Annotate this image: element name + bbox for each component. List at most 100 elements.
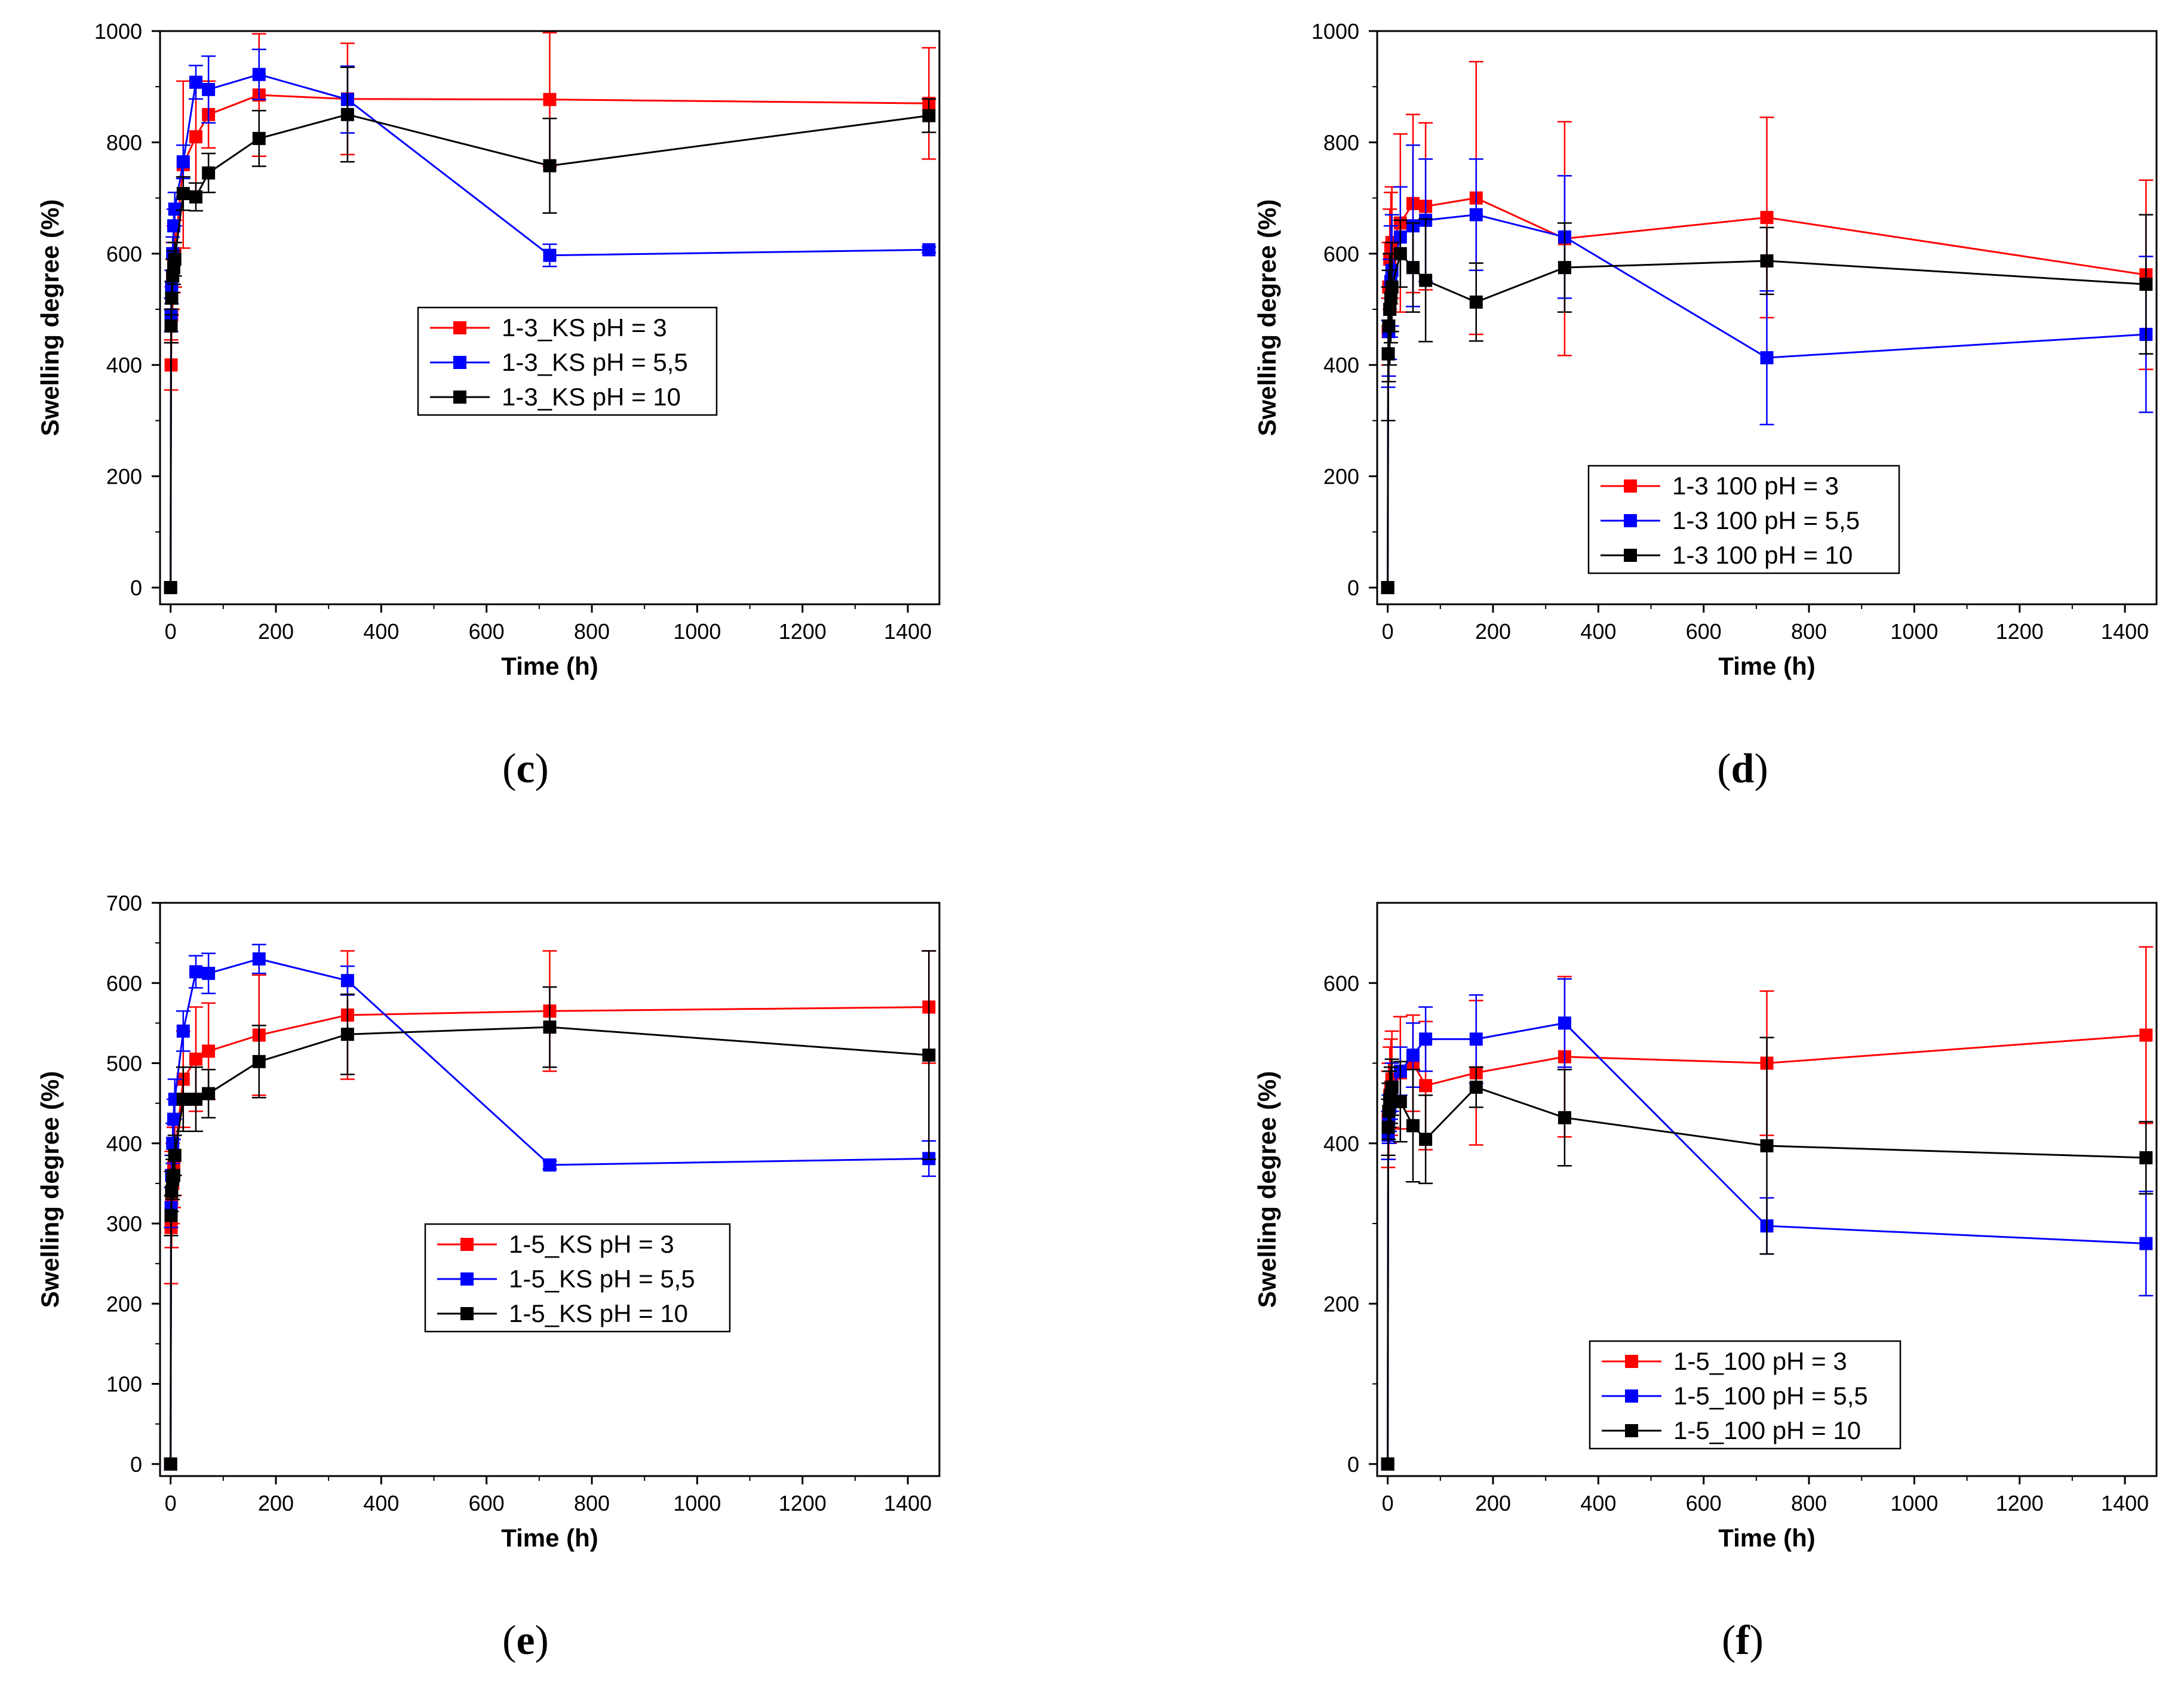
data-point	[922, 109, 936, 122]
chart-panel-c: 0 200 400 600 800 1000 1200 1400 0 200 400 600 800 10…	[36, 19, 941, 792]
y-tick-label: 400	[1323, 353, 1359, 377]
data-point	[1393, 1095, 1407, 1108]
data-point	[543, 159, 557, 173]
y-axis-title: Swelling degree (%)	[36, 199, 64, 436]
data-point	[189, 1092, 202, 1106]
data-point	[922, 1049, 936, 1062]
plot-frame	[1376, 30, 2158, 605]
data-point	[2139, 1028, 2153, 1042]
panel-label: (d)	[1717, 746, 1768, 792]
panel-label: (c)	[502, 746, 549, 792]
data-point	[340, 1028, 354, 1041]
legend: 1-3 100 pH = 3 1-3 100 pH = 5,5 1-3 100 pH…	[1587, 465, 1900, 574]
y-tick-label: 0	[130, 1452, 142, 1477]
data-point	[202, 967, 216, 980]
data-point	[1419, 1079, 1433, 1093]
data-point	[168, 202, 182, 216]
legend-marker	[453, 321, 466, 334]
legend-marker	[1624, 479, 1637, 493]
x-tick-label: 1400	[2101, 1491, 2149, 1515]
y-tick-label: 200	[106, 465, 142, 489]
plot-frame	[159, 902, 941, 1477]
legend-label: 1-5_100 pH = 10	[1673, 1416, 1861, 1444]
x-tick-label: 0	[165, 1491, 177, 1515]
x-tick-label: 600	[469, 1491, 505, 1515]
y-tick-label: 400	[106, 353, 142, 377]
legend-label: 1-3_KS pH = 10	[502, 383, 681, 411]
chart-panel-f: 0 200 400 600 800 1000 1200 1400 0 200 400 600 Time …	[1253, 902, 2158, 1664]
data-point	[543, 1020, 557, 1034]
y-tick-label: 200	[1323, 465, 1359, 489]
data-point	[167, 1169, 180, 1182]
x-axis-title: Time (h)	[1718, 1524, 1816, 1552]
panel-letter: f	[1735, 1618, 1750, 1664]
legend-marker	[1625, 1424, 1638, 1437]
data-point	[202, 1087, 216, 1100]
legend-label: 1-5_KS pH = 10	[509, 1299, 688, 1327]
legend-label: 1-3 100 pH = 3	[1672, 472, 1839, 500]
x-axis-title: Time (h)	[501, 1524, 598, 1552]
y-tick-label: 600	[1323, 242, 1359, 266]
legend-marker	[460, 1307, 474, 1320]
legend-label: 1-3 100 pH = 5,5	[1672, 506, 1860, 534]
data-point	[1419, 1133, 1433, 1146]
data-point	[176, 155, 190, 169]
data-point	[252, 131, 266, 145]
y-axis-title: Swelling degree (%)	[36, 1071, 64, 1308]
x-tick-label: 400	[363, 1491, 399, 1515]
x-tick-label: 1200	[1996, 1491, 2044, 1515]
legend-marker	[1624, 549, 1637, 562]
plot-frame	[159, 30, 941, 605]
data-point	[1760, 254, 1774, 268]
y-tick-label: 0	[1347, 576, 1359, 600]
data-point	[167, 219, 180, 233]
legend: 1-5_KS pH = 3 1-5_KS pH = 5,5 1-5_KS pH = …	[424, 1223, 731, 1333]
data-point	[189, 1052, 202, 1066]
x-tick-label: 1000	[673, 1491, 721, 1515]
y-tick-label: 500	[106, 1052, 142, 1076]
data-point	[1381, 347, 1395, 361]
data-point	[202, 82, 216, 96]
y-tick-label: 800	[106, 130, 142, 155]
data-point	[1469, 295, 1483, 309]
data-point	[1558, 1111, 1571, 1124]
data-point	[1382, 1105, 1396, 1118]
x-tick-label: 1000	[1890, 1491, 1938, 1515]
data-point	[165, 1185, 179, 1198]
data-point	[189, 965, 202, 979]
x-tick-label: 800	[574, 1491, 610, 1515]
y-tick-label: 200	[106, 1292, 142, 1316]
chart-panel-d: 0 200 400 600 800 1000 1200 1400 0 200 400 600 800 10…	[1253, 19, 2158, 792]
data-point	[189, 75, 202, 89]
data-point	[176, 187, 190, 201]
panel-letter: c	[516, 746, 535, 792]
x-tick-label: 0	[1382, 619, 1394, 644]
data-point	[1393, 247, 1407, 260]
data-point	[167, 1112, 180, 1126]
legend-marker	[453, 391, 466, 404]
x-tick-label: 0	[1382, 1491, 1394, 1515]
data-point	[1558, 1016, 1571, 1030]
legend: 1-3_KS pH = 3 1-3_KS pH = 5,5 1-3_KS pH = …	[417, 306, 718, 416]
data-point	[1382, 319, 1396, 333]
data-point	[164, 581, 177, 595]
data-point	[1558, 261, 1571, 275]
legend-marker	[453, 356, 466, 369]
series-2	[164, 66, 936, 595]
legend-label: 1-3 100 pH = 10	[1672, 541, 1853, 569]
y-tick-label: 0	[130, 576, 142, 600]
data-point	[189, 190, 202, 204]
data-point	[1383, 303, 1397, 316]
legend-marker	[1625, 1355, 1638, 1368]
x-axis-title: Time (h)	[501, 652, 598, 680]
y-tick-label: 100	[106, 1372, 142, 1397]
x-tick-label: 400	[363, 619, 399, 644]
x-tick-label: 200	[258, 1491, 294, 1515]
data-point	[164, 1457, 177, 1471]
x-tick-label: 200	[1475, 619, 1511, 644]
data-point	[252, 67, 266, 81]
x-tick-label: 600	[469, 619, 505, 644]
x-tick-label: 1400	[884, 1491, 932, 1515]
x-tick-label: 400	[1580, 619, 1616, 644]
